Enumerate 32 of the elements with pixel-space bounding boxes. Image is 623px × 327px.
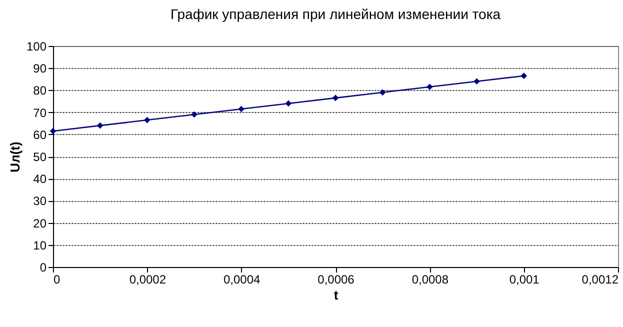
point (50, 128, 56, 134)
x-tick-label: 0,0008 (412, 272, 449, 286)
y-tick-label: 0 (40, 260, 47, 274)
point (379, 89, 386, 96)
y-tick-label: 80 (33, 84, 47, 98)
x-axis-title: t (334, 288, 339, 302)
y-tick-label: 40 (33, 172, 47, 186)
point (238, 106, 244, 112)
point (285, 100, 292, 107)
y-tick-label: 100 (26, 40, 47, 54)
point (332, 94, 339, 102)
y-tick-label: 60 (33, 128, 47, 142)
x-tick-label: 0,0004 (223, 272, 261, 286)
y-tick-label: 20 (33, 216, 47, 230)
x-tick-label: 0 (54, 272, 60, 286)
point (191, 111, 198, 118)
y-tick-label: 90 (33, 62, 47, 76)
x-tick-label: 0,0002 (129, 272, 166, 286)
y-tick-label: 30 (33, 194, 47, 208)
y-axis-title: Uл(t) (7, 142, 22, 172)
point (96, 122, 104, 129)
x-tick-label: 0,001 (509, 272, 540, 286)
y-tick-label: 10 (33, 238, 47, 252)
point (520, 72, 527, 79)
y-tick-label: 50 (33, 150, 47, 164)
point (474, 78, 480, 85)
point (426, 84, 433, 90)
y-tick-label: 70 (33, 106, 47, 120)
x-tick-label: 0,0006 (318, 272, 355, 286)
chart-title: График управления при линейном изменении тока (170, 6, 501, 22)
point (144, 116, 150, 124)
x-tick-label: 0,0012 (582, 272, 619, 286)
